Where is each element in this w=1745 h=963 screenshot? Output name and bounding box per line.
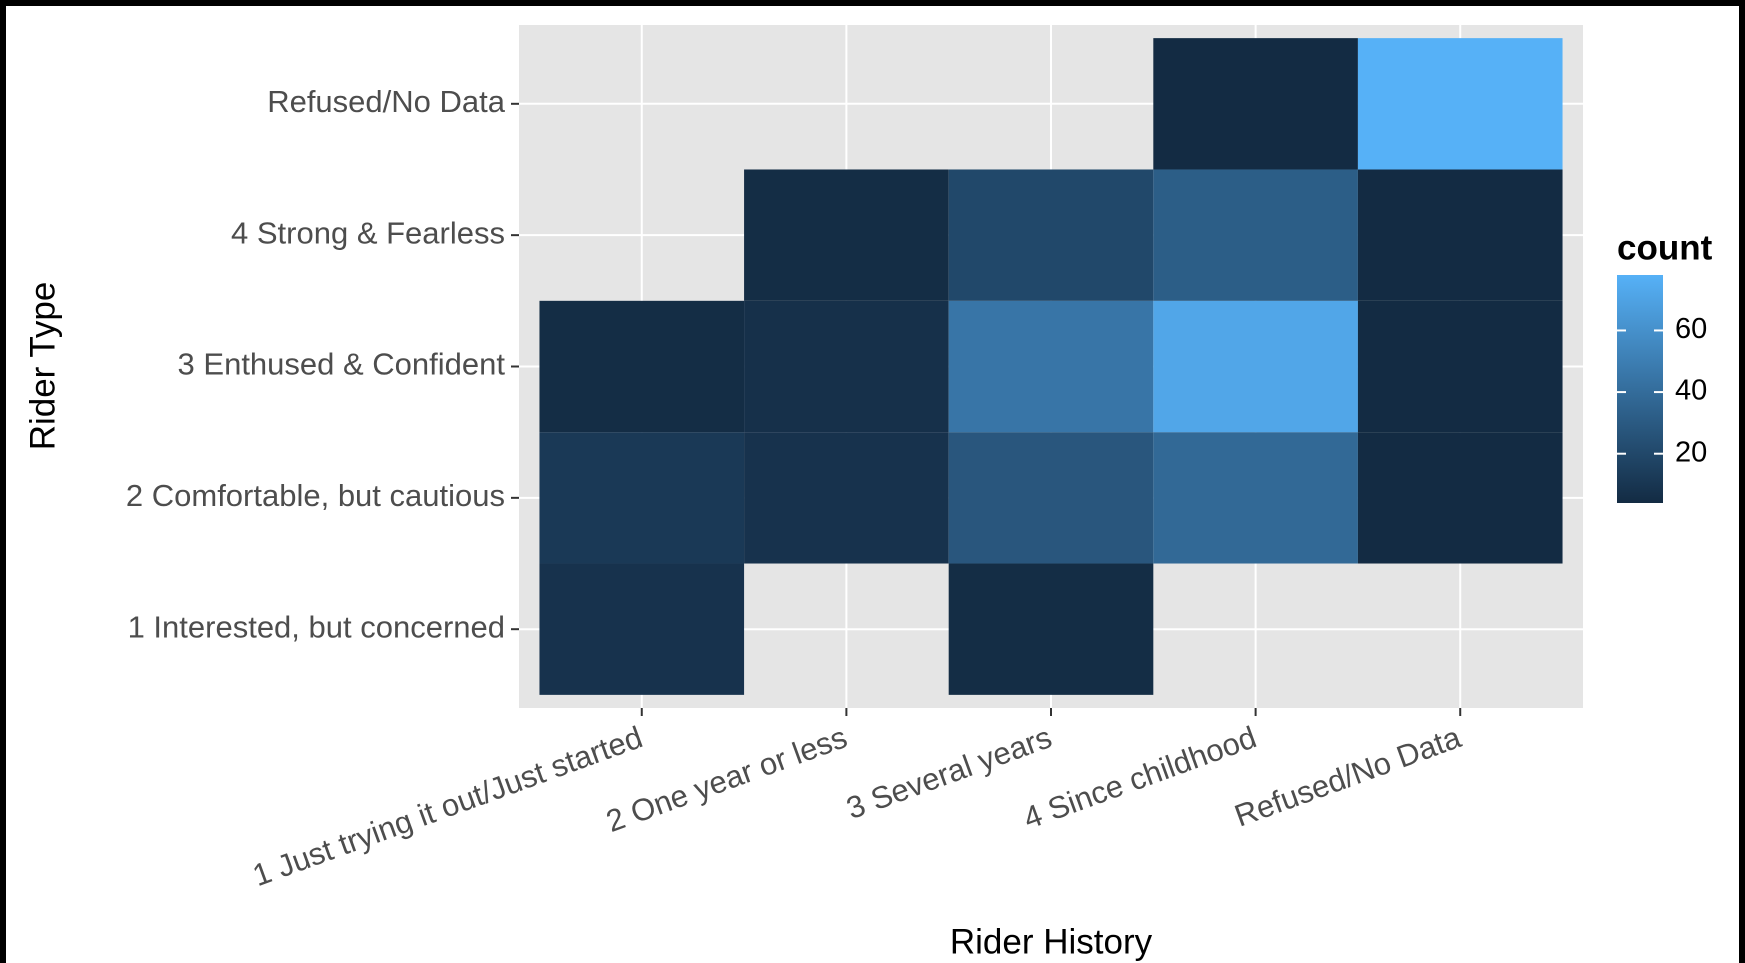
colorbar-tick-label: 60: [1675, 313, 1707, 345]
heat-cell: [1153, 38, 1358, 170]
heat-cell: [744, 432, 949, 564]
legend-title: count: [1617, 228, 1713, 267]
colorbar-tick-label: 20: [1675, 436, 1707, 468]
x-axis-title: Rider History: [950, 922, 1153, 961]
heat-cell: [1357, 432, 1563, 564]
y-tick-label: Refused/No Data: [267, 84, 506, 119]
heat-cell: [948, 300, 1154, 433]
heat-cell: [539, 300, 745, 433]
heat-cell: [744, 300, 949, 433]
y-tick-label: 4 Strong & Fearless: [231, 215, 505, 250]
heat-cell: [1357, 300, 1563, 433]
heat-cell: [1153, 300, 1358, 433]
y-axis-title: Rider Type: [23, 282, 62, 451]
heat-cell: [948, 169, 1154, 301]
heat-cell: [948, 563, 1154, 695]
heat-cell: [1153, 169, 1358, 301]
heat-cell: [539, 563, 745, 695]
heat-cell: [539, 432, 745, 564]
y-tick-label: 3 Enthused & Confident: [178, 347, 506, 382]
y-tick-label: 2 Comfortable, but cautious: [126, 478, 505, 513]
y-tick-label: 1 Interested, but concerned: [128, 609, 505, 644]
heat-cell: [744, 169, 949, 301]
heat-cell: [1153, 432, 1358, 564]
colorbar-tick-label: 40: [1675, 375, 1707, 407]
heat-cell: [1357, 38, 1563, 170]
heat-cell: [1357, 169, 1563, 301]
colorbar: [1617, 275, 1663, 503]
heat-cell: [948, 432, 1154, 564]
